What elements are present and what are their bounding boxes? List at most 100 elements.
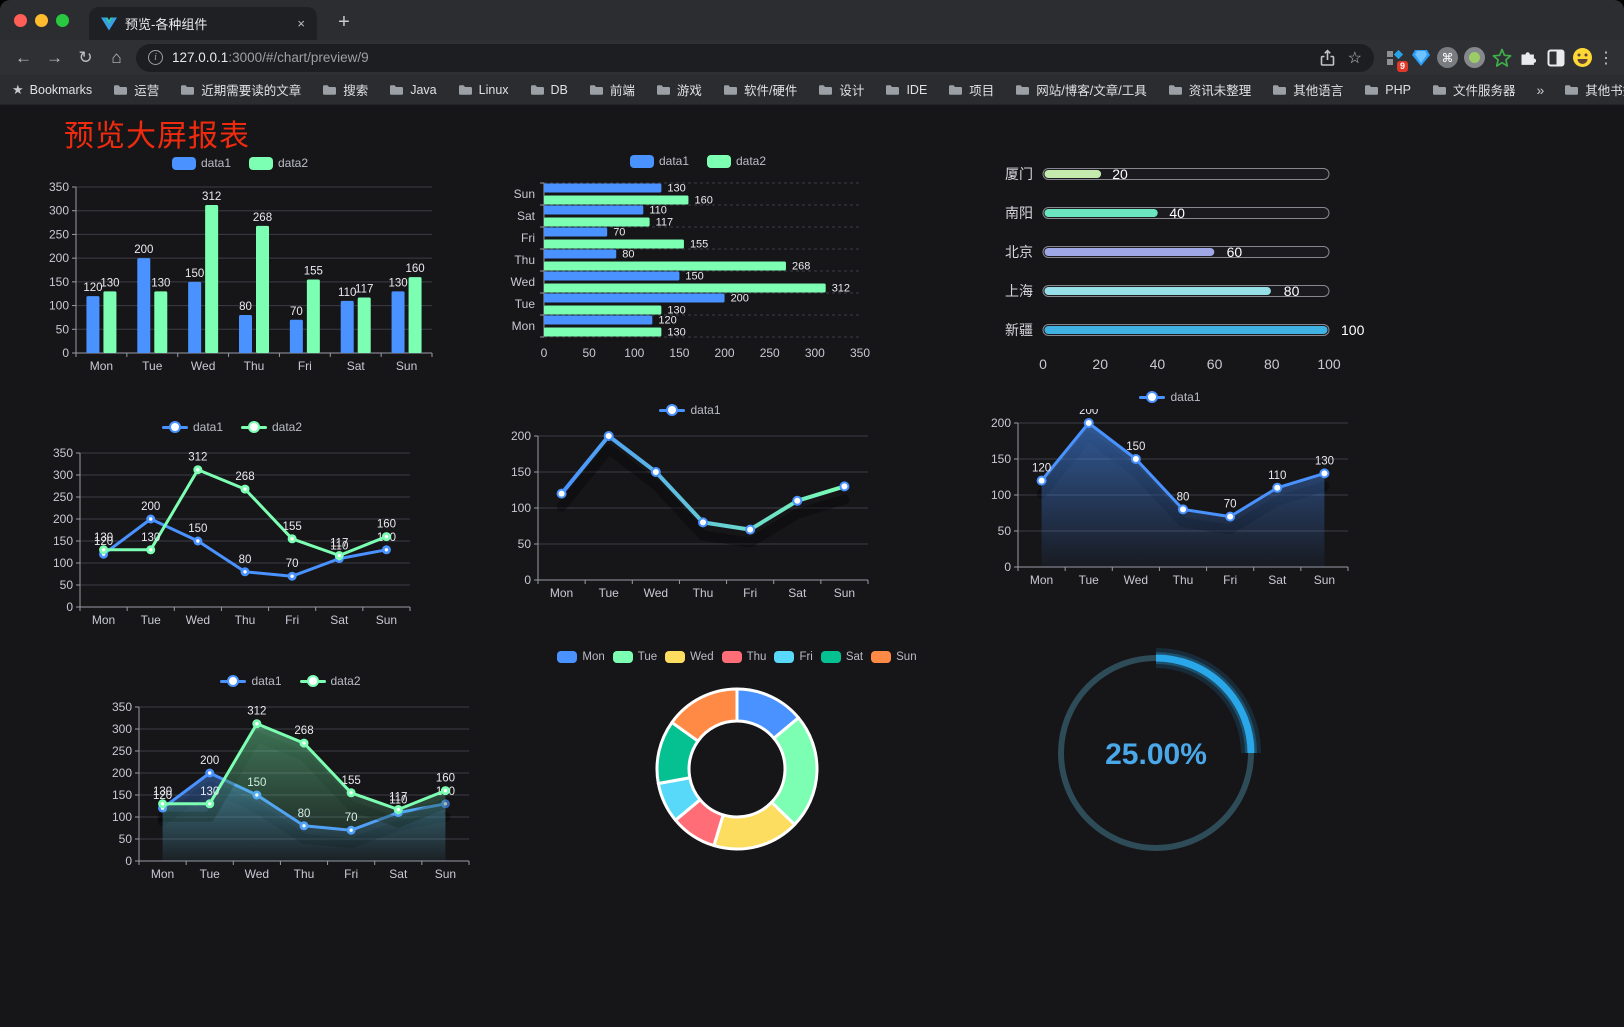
legend-item-data2[interactable]: data2 [707,154,766,168]
green-star-extension-icon[interactable] [1488,43,1515,73]
stacked-area-line-chart: data1 data2 0 50 100 150 200 250 300 350 Mon Tue We… [98,671,483,889]
horizontal-bar-chart: data1 data2 0 50 100 150 200 250 300 350 Mon 120 13… [500,151,896,363]
bookmark-资讯未整理[interactable]: 资讯未整理 [1168,80,1251,99]
legend-item-data1[interactable]: data1 [161,420,223,434]
svg-text:117: 117 [355,284,373,296]
svg-text:0: 0 [66,600,73,614]
svg-text:80: 80 [622,249,634,261]
bookmark-搜索[interactable]: 搜索 [322,80,368,99]
legend-item-data1[interactable]: data1 [659,403,721,417]
svg-text:120: 120 [658,315,676,327]
svg-text:70: 70 [286,558,299,570]
folder-icon [723,84,737,95]
svg-text:Wed: Wed [644,586,668,600]
legend-item-data1[interactable]: data1 [1139,390,1201,404]
bookmark-运营[interactable]: 运营 [113,80,159,99]
gem-extension-icon[interactable] [1407,43,1434,73]
svg-text:上海: 上海 [1005,283,1033,299]
puzzle-extensions-icon[interactable] [1515,43,1542,73]
legend-item-data1[interactable]: data1 [629,154,689,168]
bookmarks-overflow-chevron[interactable]: » [1536,81,1545,98]
share-icon[interactable] [1319,48,1336,67]
other-bookmarks[interactable]: 其他书签 [1564,80,1624,99]
legend-item-Fri[interactable]: Fri [774,651,813,663]
forward-icon[interactable]: → [46,47,63,67]
legend-item-data1[interactable]: data1 [220,674,282,688]
bookmark-项目[interactable]: 项目 [948,80,994,99]
bookmark-其他语言[interactable]: 其他语言 [1272,80,1343,99]
command-extension-icon[interactable]: ⌘ [1434,43,1461,73]
split-square-extension-icon[interactable] [1542,43,1569,73]
svg-text:Thu: Thu [235,613,256,627]
bookmark-软件/硬件[interactable]: 软件/硬件 [723,80,797,99]
svg-text:Tue: Tue [199,867,220,881]
legend-item-data1[interactable]: data1 [171,156,231,170]
bookmark-近期需要读的文章[interactable]: 近期需要读的文章 [180,80,301,99]
site-info-icon[interactable]: i [148,50,163,65]
donut-slice-Sun[interactable] [670,687,739,743]
new-tab-button[interactable]: + [338,10,350,33]
svg-text:100: 100 [624,346,644,360]
legend-item-Mon[interactable]: Mon [557,651,605,663]
svg-text:250: 250 [53,490,73,504]
bookmark-label: Java [410,82,437,97]
bookmark-网站/博客/文章/工具[interactable]: 网站/博客/文章/工具 [1015,80,1147,99]
svg-text:25.00%: 25.00% [1105,738,1207,771]
svg-text:Sat: Sat [788,586,807,600]
svg-text:130: 130 [100,277,119,289]
bookmark-star-icon[interactable]: ☆ [1347,49,1362,67]
bookmark-前端[interactable]: 前端 [589,80,635,99]
recorder-extension-icon[interactable] [1461,43,1488,73]
svg-text:312: 312 [832,283,850,295]
page-content: 预览大屏报表 data1 data2 0 50 100 150 200 250 300 350 M… [0,105,1624,1027]
bookmark-PHP[interactable]: PHP [1364,83,1411,97]
back-icon[interactable]: ← [15,47,32,67]
gauge-canvas: 25.00% [1058,648,1261,851]
legend-item-Tue[interactable]: Tue [612,651,657,663]
svg-text:Sat: Sat [347,359,366,373]
svg-text:200: 200 [134,244,153,256]
legend-item-data2[interactable]: data2 [299,674,361,688]
bookmark-label: 项目 [969,84,995,98]
browser-menu-icon[interactable]: ⋮ [1598,49,1614,67]
svg-text:Thu: Thu [244,359,265,373]
svg-text:350: 350 [111,700,131,714]
bookmark-IDE[interactable]: IDE [885,83,927,97]
extension-grid-icon[interactable]: 9 [1380,43,1408,73]
svg-text:100: 100 [1341,322,1365,338]
bookmark-Bookmarks[interactable]: ★ Bookmarks [12,82,92,98]
page-title: 预览大屏报表 [64,120,250,153]
home-icon[interactable]: ⌂ [111,47,122,67]
bookmark-label: 游戏 [676,84,702,98]
svg-text:100: 100 [511,501,531,515]
legend-item-data2[interactable]: data2 [241,420,302,434]
folder-icon [1016,84,1030,95]
bookmark-DB[interactable]: DB [530,83,568,97]
svg-text:Mon: Mon [90,359,113,373]
legend-item-Wed[interactable]: Wed [665,651,714,663]
bookmark-Linux[interactable]: Linux [458,83,509,97]
legend-item-Sun[interactable]: Sun [871,651,917,663]
tab-close-icon[interactable]: × [297,16,305,31]
legend-item-data2[interactable]: data2 [249,156,308,170]
legend-item-Sat[interactable]: Sat [820,651,863,663]
svg-text:0: 0 [1039,356,1047,372]
folder-icon [323,84,337,95]
bookmark-游戏[interactable]: 游戏 [656,80,702,99]
close-window-button[interactable] [14,14,27,27]
bookmark-设计[interactable]: 设计 [818,80,864,99]
browser-tab[interactable]: 预览-各种组件 × [89,7,317,40]
folder-icon [819,84,833,95]
emoji-extension-icon[interactable] [1569,43,1596,73]
bookmark-label: 设计 [839,84,865,98]
legend-item-Thu[interactable]: Thu [721,651,766,663]
bookmark-Java[interactable]: Java [389,82,437,97]
zoom-window-button[interactable] [56,14,69,27]
reload-icon[interactable]: ↻ [78,47,93,67]
bookmark-label: 近期需要读的文章 [201,84,302,98]
bookmark-文件服务器[interactable]: 文件服务器 [1432,80,1515,99]
line-chart-canvas: 0 50 100 150 200 250 300 350 Mon Tue Wed Thu Fri Sat S… [111,700,469,881]
minimize-window-button[interactable] [35,14,48,27]
donut-chart-canvas [655,687,819,851]
address-bar[interactable]: i 127.0.0.1 :3000/#/chart/preview/9 ☆ [136,43,1374,72]
